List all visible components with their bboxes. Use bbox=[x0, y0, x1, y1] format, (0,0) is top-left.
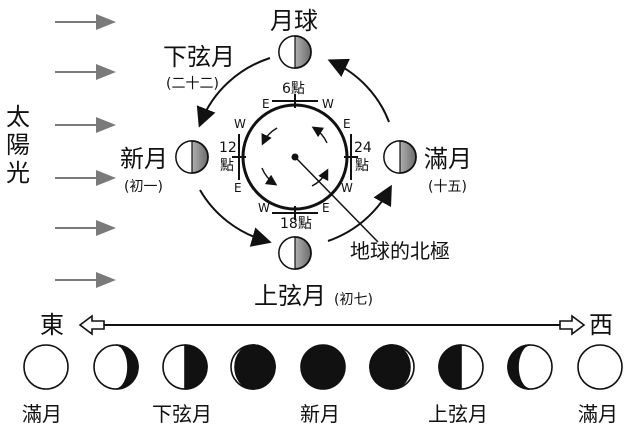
svg-text:E: E bbox=[234, 181, 242, 195]
new-moon-day: (初一) bbox=[124, 178, 163, 195]
phase-first-quarter bbox=[438, 344, 484, 390]
rotation-arrow bbox=[311, 126, 328, 144]
bottom-label-new-moon: 新月 bbox=[300, 402, 340, 426]
bottom-label-third-quarter: 下弦月 bbox=[152, 402, 212, 426]
moon-right bbox=[383, 140, 417, 174]
svg-text:W: W bbox=[234, 117, 246, 131]
bottom-label-first-quarter: 上弦月 bbox=[428, 402, 488, 426]
rotation-arrow bbox=[261, 127, 278, 146]
svg-text:E: E bbox=[322, 201, 330, 215]
phase-full-moon-left bbox=[23, 344, 69, 390]
first-quarter-label: 上弦月 bbox=[254, 282, 326, 310]
svg-text:E: E bbox=[262, 97, 270, 111]
clock-right-unit: 點 bbox=[355, 158, 369, 174]
third-quarter-day: (二十二) bbox=[166, 76, 219, 92]
bottom-label-full-moon-right: 滿月 bbox=[578, 402, 618, 426]
phase-waxing-crescent-1 bbox=[369, 344, 415, 390]
sunlight-arrows bbox=[55, 14, 116, 288]
moon-title: 月球 bbox=[270, 7, 318, 35]
horizon-lines bbox=[232, 94, 358, 220]
east-west-axis: 東 西 bbox=[40, 311, 613, 339]
phase-third-quarter bbox=[162, 344, 208, 390]
svg-text:W: W bbox=[322, 97, 334, 111]
first-quarter-day: (初七) bbox=[334, 291, 373, 308]
rotation-arrow bbox=[311, 168, 329, 187]
north-pole-pointer bbox=[296, 158, 379, 243]
clock-left-num: 12 bbox=[219, 140, 237, 156]
svg-text:W: W bbox=[258, 201, 270, 215]
phase-waning-crescent-1 bbox=[93, 344, 139, 390]
sun-label-char-1: 太 bbox=[6, 103, 30, 131]
east-label: 東 bbox=[40, 311, 64, 339]
moon-top bbox=[278, 35, 312, 69]
full-moon-label: 滿月 bbox=[424, 145, 472, 173]
phase-waxing-crescent-2 bbox=[507, 344, 553, 390]
phase-waning-crescent-2 bbox=[230, 344, 276, 390]
sun-label-char-2: 陽 bbox=[6, 131, 30, 159]
hollow-arrow-left bbox=[78, 314, 105, 336]
svg-text:W: W bbox=[341, 181, 353, 195]
hollow-arrow-right bbox=[559, 314, 586, 336]
phase-sequence bbox=[23, 344, 623, 390]
phase-new-moon bbox=[300, 344, 346, 390]
clock-bottom-label: 18點 bbox=[280, 216, 312, 232]
clock-left-unit: 點 bbox=[220, 158, 234, 174]
moon-orbit bbox=[196, 57, 392, 247]
clock-top-label: 6點 bbox=[282, 81, 305, 97]
svg-text:E: E bbox=[343, 117, 351, 131]
rotation-arrow bbox=[261, 167, 278, 186]
compass-markers: E W W E W E E W bbox=[234, 97, 353, 215]
phase-full-moon-right bbox=[577, 344, 623, 390]
moon-bottom bbox=[278, 236, 312, 270]
third-quarter-label: 下弦月 bbox=[163, 43, 235, 71]
moon-left bbox=[175, 140, 209, 174]
sun-label-char-3: 光 bbox=[6, 159, 30, 187]
west-label: 西 bbox=[589, 311, 613, 339]
clock-right-num: 24 bbox=[354, 140, 372, 156]
orbit-arc-left-bottom bbox=[199, 189, 272, 247]
new-moon-label: 新月 bbox=[120, 145, 168, 173]
full-moon-day: (十五) bbox=[428, 179, 467, 195]
orbit-arc-top-left bbox=[196, 57, 271, 128]
orbit-arc-bottom-right bbox=[327, 184, 392, 242]
orbit-arc-right-top bbox=[327, 58, 390, 123]
bottom-label-full-moon-left: 滿月 bbox=[22, 402, 62, 426]
north-pole-label: 地球的北極 bbox=[350, 239, 450, 263]
